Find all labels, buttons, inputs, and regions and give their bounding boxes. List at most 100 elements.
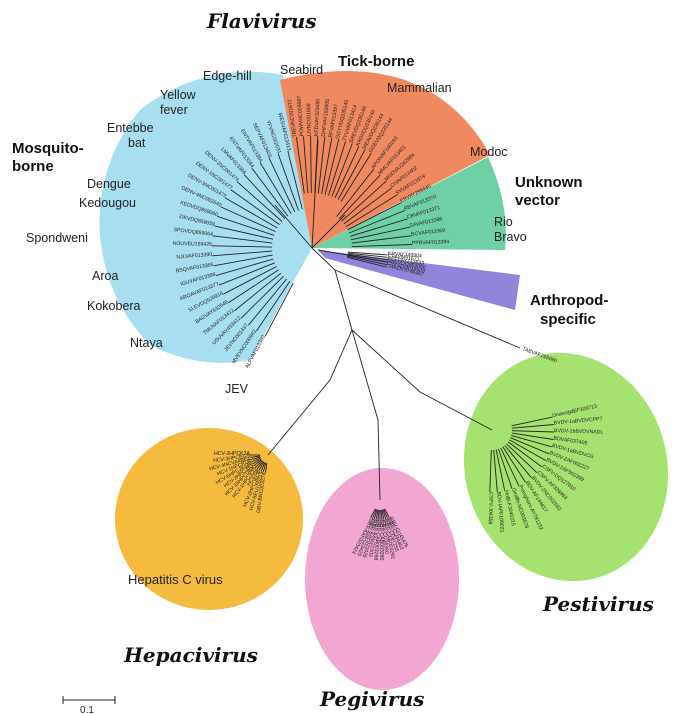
group-kokobera: Kokobera bbox=[87, 299, 141, 313]
pegivirus-ellipse bbox=[305, 468, 459, 690]
clade-unknown-vector-line2: vector bbox=[515, 192, 560, 209]
scale-bar-label: 0.1 bbox=[80, 705, 94, 714]
leaf-branch-unknown bbox=[351, 244, 412, 248]
clade-hepatitis-c: Hepatitis C virus bbox=[128, 572, 223, 587]
leaf-branch-arthropod bbox=[347, 252, 388, 258]
leaf-branch-unknown bbox=[348, 210, 405, 234]
leaf-branch-mosquito bbox=[277, 153, 299, 211]
leaf-branch-pestivirus bbox=[511, 432, 554, 440]
leaf-label-mosquito: NJLVAF013390 bbox=[176, 252, 212, 261]
leaf-branch-arthropod bbox=[347, 254, 387, 263]
leaf-branch-hepacivirus bbox=[254, 460, 263, 469]
leaf-label-hepacivirus: HCV-3HPCEGS bbox=[213, 453, 251, 464]
group-seabird: Seabird bbox=[280, 63, 323, 77]
leaf-branch-mosquito bbox=[218, 262, 275, 286]
group-aroa: Aroa bbox=[92, 269, 118, 283]
leaf-label-tick: POWVNC003687 bbox=[296, 95, 305, 136]
leaf-branch-mosquito bbox=[256, 281, 291, 332]
leaf-branch-mosquito bbox=[234, 272, 282, 312]
group-yellow-fever-line1: Yellow bbox=[160, 88, 197, 102]
unknown-vector-sector bbox=[312, 157, 506, 250]
leaf-branch-pestivirus bbox=[506, 443, 538, 474]
leaf-branch-tick bbox=[328, 141, 347, 196]
group-jev: JEV bbox=[225, 382, 249, 396]
leaf-label-hepacivirus: HCV-3HPCK3A bbox=[214, 451, 251, 457]
leaf-label-pegivirus: GBV-CU36380 bbox=[380, 520, 389, 555]
leaf-branch-tick bbox=[303, 136, 309, 194]
leaf-branch-pestivirus bbox=[511, 424, 554, 429]
group-spondweni: Spondweni bbox=[26, 231, 88, 245]
leaf-branch-pegivirus bbox=[370, 508, 376, 518]
mosquito-borne-sector bbox=[99, 71, 312, 363]
leaf-branch-mosquito bbox=[264, 283, 294, 337]
leaf-label-tick: LIVNC001809 bbox=[306, 103, 312, 136]
leaf-branch-pestivirus bbox=[511, 430, 555, 433]
leaf-branch-mosquito bbox=[228, 269, 279, 304]
leaf-branch-mosquito bbox=[211, 245, 273, 248]
leaf-branch-pegivirus bbox=[375, 509, 379, 520]
leaf-branch-mosquito bbox=[220, 206, 276, 233]
leaf-branch-pestivirus bbox=[493, 449, 498, 492]
leaf-branch-tick bbox=[295, 137, 305, 194]
leaf-branch-pestivirus bbox=[495, 449, 506, 491]
leaf-label-mosquito: SPOVDQ859064 bbox=[173, 227, 213, 238]
leaf-branch-mosquito bbox=[243, 174, 286, 219]
leaf-branch-hepacivirus bbox=[258, 461, 265, 471]
leaf-branch-mosquito bbox=[213, 254, 273, 267]
leaf-branch-unknown bbox=[345, 194, 398, 228]
leaf-branch-hepacivirus bbox=[253, 459, 262, 467]
group-mammalian: Mammalian bbox=[387, 81, 452, 95]
leaf-branch-mosquito bbox=[215, 258, 274, 277]
group-ntaya: Ntaya bbox=[130, 336, 163, 350]
leaf-branch-pestivirus bbox=[489, 449, 492, 493]
leaf-label-pestivirus: BDVAF037405 bbox=[553, 436, 588, 447]
leaf-branch-tick bbox=[317, 136, 326, 194]
leaf-branch-tick bbox=[314, 136, 319, 194]
leaf-label-hepacivirus: GBV-BNC003274 bbox=[256, 472, 268, 513]
leaf-label-pegivirus: GBV-CAB003290 bbox=[378, 520, 384, 560]
clade-mosquito-borne-line1: Mosquito- bbox=[12, 140, 84, 157]
clade-unknown-vector-line1: Unknown bbox=[515, 174, 583, 191]
group-entebbe-bat-line2: bat bbox=[128, 136, 146, 150]
leaf-label-tick: TBEVNC001672 bbox=[287, 99, 298, 138]
leaf-branch-mosquito bbox=[251, 167, 289, 217]
leaf-branch-unknown bbox=[343, 187, 393, 225]
leaf-label-pestivirus: BDV-IAPF109021 bbox=[495, 491, 504, 532]
group-kedougou: Kedougou bbox=[79, 196, 136, 210]
leaf-branch-pegivirus bbox=[381, 509, 385, 520]
group-edge-hill: Edge-hill bbox=[203, 69, 252, 83]
leaf-label-pegivirus: GBV-CAB003288 bbox=[372, 520, 382, 561]
leaf-label-unknown: PPBVAF013394 bbox=[412, 239, 450, 246]
leaf-branch-hepacivirus bbox=[250, 455, 261, 458]
clade-tick-borne: Tick-borne bbox=[338, 53, 414, 70]
leaf-branch-hepacivirus bbox=[260, 462, 266, 472]
group-modoc: Modoc bbox=[470, 145, 508, 159]
group-entebbe-bat-line1: Entebbe bbox=[107, 121, 154, 135]
leaf-branch-pegivirus bbox=[382, 509, 387, 520]
leaf-branch-mosquito bbox=[217, 215, 275, 236]
leaf-label-arthropod: AEFVAY713533 bbox=[387, 256, 425, 267]
leaf-branch-mosquito bbox=[230, 189, 280, 225]
leaf-branch-pegivirus bbox=[384, 508, 390, 518]
leaf-label-pestivirus: BVDV-1bBVDVNADL bbox=[554, 428, 604, 436]
leaf-branch-tick bbox=[337, 149, 366, 200]
leaf-label-tick: OHFVAY193805 bbox=[321, 99, 331, 137]
leaf-branch-hepacivirus bbox=[256, 461, 264, 470]
clade-arthropod-line2: specific bbox=[540, 311, 596, 328]
tick-borne-sector bbox=[280, 71, 490, 248]
leaf-label-unknown: BCVAF013369 bbox=[411, 228, 446, 238]
leaf-branch-hepacivirus bbox=[251, 457, 261, 463]
leaf-branch-hepacivirus bbox=[265, 462, 268, 473]
leaf-label-pestivirus: CSFV-J04358 bbox=[487, 492, 494, 525]
leaf-branch-mosquito bbox=[212, 235, 273, 244]
leaf-branch-hepacivirus bbox=[252, 458, 262, 465]
leaf-branch-mosquito bbox=[287, 150, 303, 210]
leaf-branch-tick bbox=[321, 137, 333, 194]
leaf-branch-arthropod bbox=[347, 251, 388, 256]
leaf-branch-mosquito bbox=[240, 275, 284, 319]
leaf-branch-unknown bbox=[351, 226, 410, 241]
leaf-branch-pestivirus bbox=[497, 448, 513, 489]
genus-hepacivirus: Hepacivirus bbox=[123, 643, 258, 667]
leaf-branch-pestivirus bbox=[504, 445, 532, 479]
